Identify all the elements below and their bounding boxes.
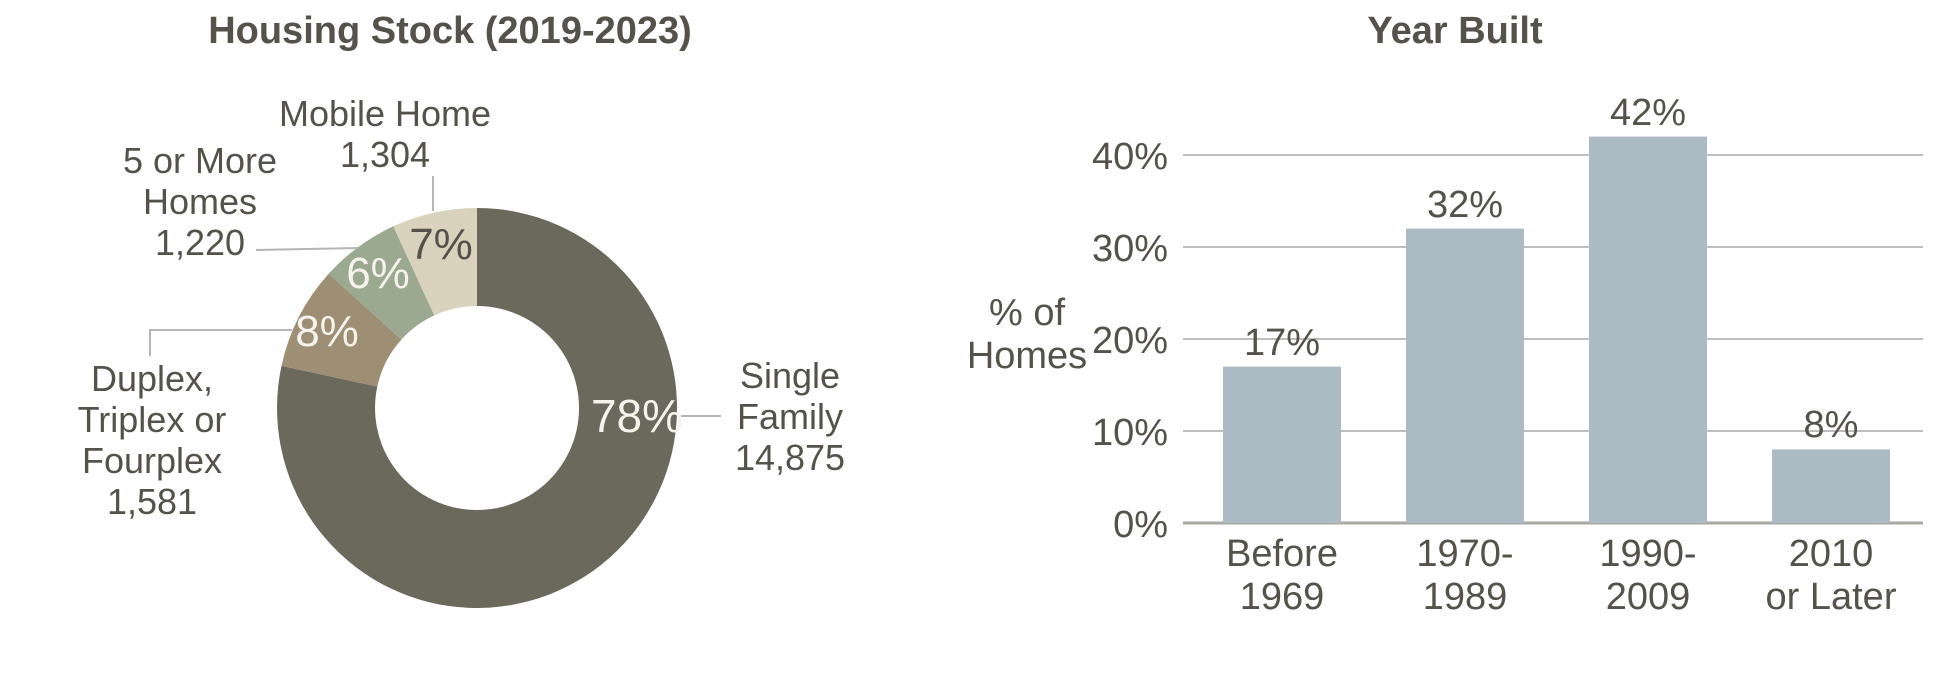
callout-mobile-home: Mobile Home 1,304 [279, 93, 491, 175]
callout-line: Homes [142, 181, 258, 222]
donut-slice-mobile-home [393, 207, 477, 316]
bar-1990-2009 [1589, 136, 1707, 523]
xtick-label-1970-1989: 1989 [1423, 576, 1508, 618]
donut-pct-label-duplex-triplex-or-fourplex: 8% [295, 307, 359, 356]
xtick-label-1970-1989: 1970- [1416, 533, 1513, 575]
leader-line-five-or-more [255, 247, 359, 251]
xtick-label-1990-2009: 2009 [1606, 576, 1691, 618]
xtick-label-before-1969: 1969 [1240, 576, 1325, 618]
bar-1970-1989 [1406, 228, 1524, 523]
xtick-label-before-1969: Before [1226, 533, 1338, 575]
callout-value: 1,581 [106, 481, 198, 522]
callout-line: Duplex, [90, 358, 214, 399]
donut-slice-5-or-more-homes [328, 226, 435, 340]
xtick-label-2010-or-later: 2010 [1789, 533, 1874, 575]
donut-chart-title: Housing Stock (2019-2023) [208, 10, 692, 52]
callout-line: Single [739, 355, 841, 396]
donut-slice-single-family [277, 208, 678, 608]
callout-line: Triplex or [77, 399, 227, 440]
xtick-label-1990-2009: 1990- [1599, 533, 1696, 575]
ytick-label-10%: 10% [1092, 412, 1168, 454]
bar-before-1969 [1223, 366, 1341, 523]
callout-line: Fourplex [81, 440, 223, 481]
bar-value-label-1970-1989: 32% [1427, 184, 1503, 226]
callout-single-family: Single Family 14,875 [735, 355, 845, 478]
ytick-label-40%: 40% [1092, 136, 1168, 178]
callout-value: 14,875 [734, 437, 846, 478]
bar-value-label-2010-or-later: 8% [1804, 404, 1859, 446]
ytick-label-20%: 20% [1092, 320, 1168, 362]
callout-line: Family [736, 396, 843, 437]
bar-chart-title: Year Built [1367, 10, 1543, 52]
callout-duplex-triplex-fourplex: Duplex, Triplex or Fourplex 1,581 [78, 358, 227, 522]
ytick-label-0%: 0% [1113, 504, 1168, 546]
y-axis-title: % of [989, 292, 1065, 334]
ytick-label-30%: 30% [1092, 228, 1168, 270]
callout-five-or-more-homes: 5 or More Homes 1,220 [123, 140, 277, 263]
y-axis-title: Homes [967, 335, 1087, 377]
donut-pct-label-single-family: 78% [591, 390, 683, 442]
bar-2010-or-later [1772, 449, 1890, 523]
leader-line-duplex [149, 329, 292, 356]
donut-pct-label-mobile-home: 7% [409, 220, 473, 269]
xtick-label-2010-or-later: or Later [1766, 576, 1897, 618]
bar-value-label-before-1969: 17% [1244, 322, 1320, 364]
callout-value: 1,304 [339, 134, 431, 175]
callout-line: 5 or More [122, 140, 278, 181]
donut-pct-label-5-or-more-homes: 6% [346, 249, 410, 298]
callout-value: 1,220 [154, 222, 246, 263]
callout-line: Mobile Home [278, 93, 492, 134]
bar-value-label-1990-2009: 42% [1610, 92, 1686, 134]
donut-slice-duplex-triplex-or-fourplex [281, 273, 402, 387]
